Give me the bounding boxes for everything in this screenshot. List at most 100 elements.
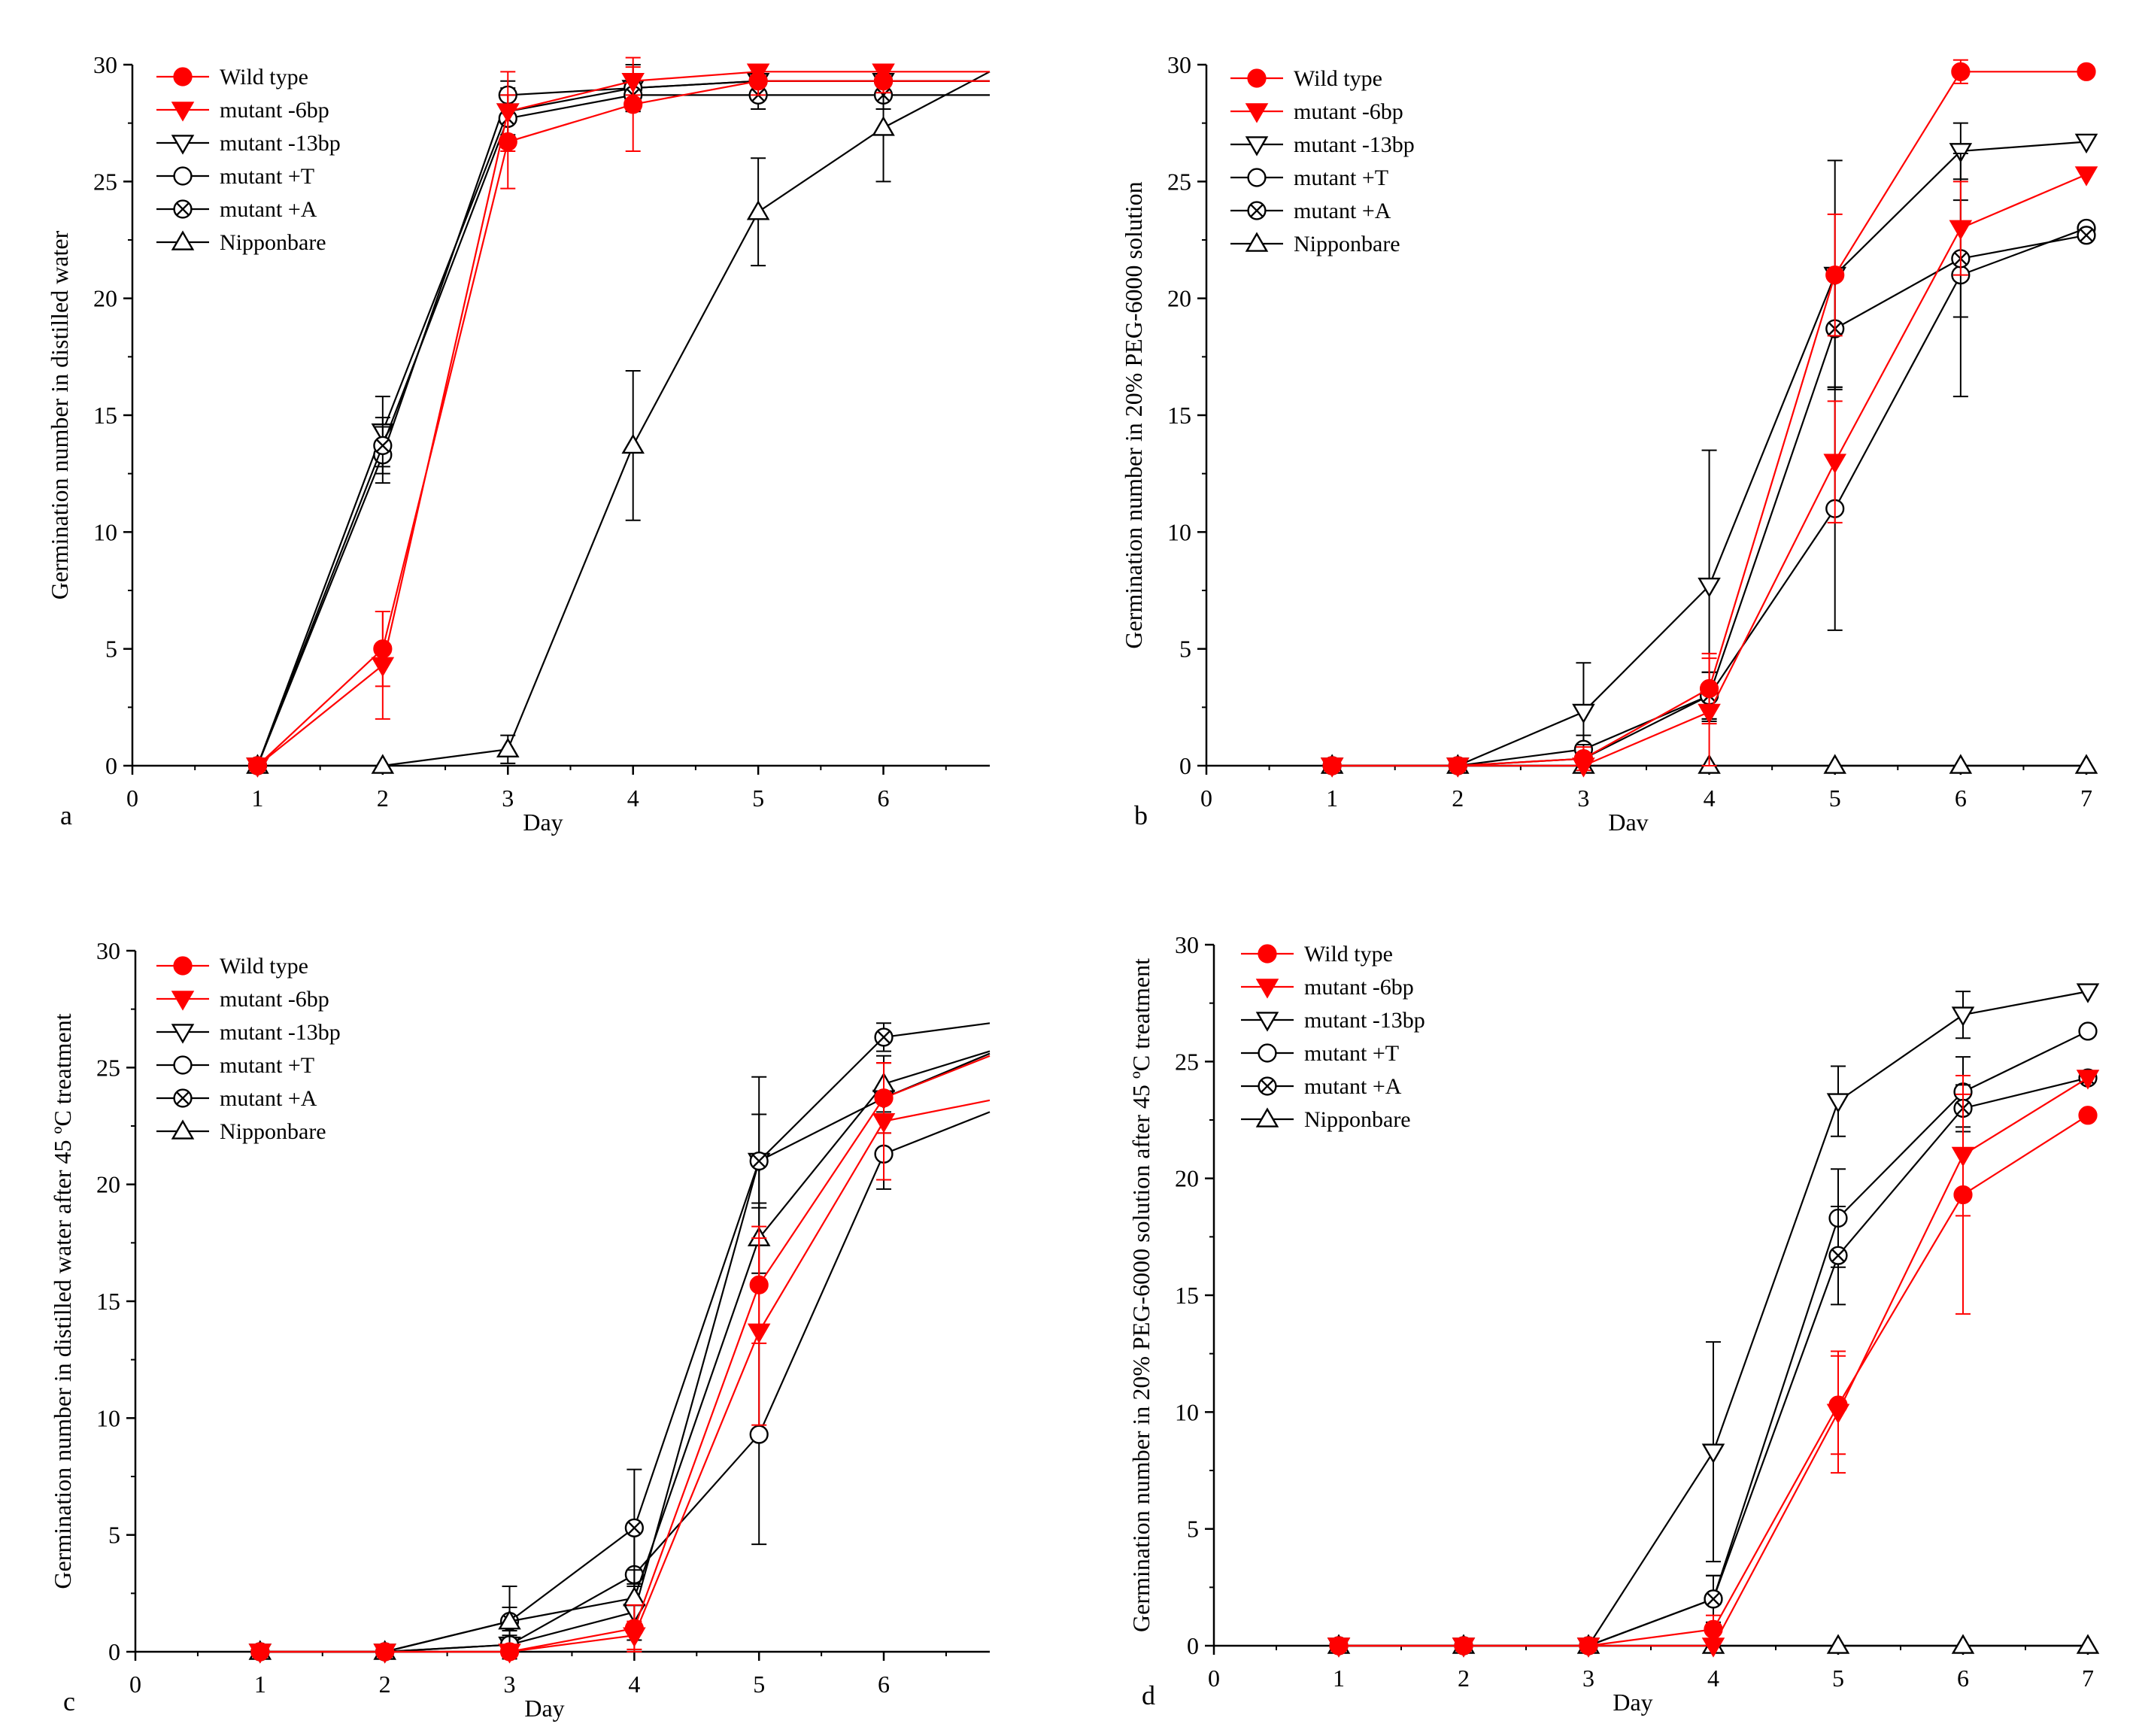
legend-marker	[1258, 944, 1277, 964]
legend-marker	[1247, 168, 1267, 187]
y-tick-label: 15	[1175, 1282, 1199, 1309]
x-tick-label: 7	[2082, 1665, 2094, 1692]
legend-marker-cross-b	[176, 202, 190, 216]
legend-label: mutant +A	[220, 197, 317, 222]
data-point-cross-b	[1707, 1592, 1720, 1606]
data-point	[621, 72, 645, 93]
x-axis-title: Day	[524, 1695, 564, 1722]
panel-letter: c	[63, 1686, 75, 1716]
legend-label: Nipponbare	[1294, 232, 1400, 256]
data-point	[371, 657, 395, 678]
data-point	[623, 1627, 646, 1647]
legend-label: mutant +T	[1304, 1041, 1399, 1066]
legend-marker	[1245, 136, 1269, 156]
y-tick-label: 15	[93, 402, 117, 429]
legend-item: mutant +T	[156, 164, 314, 189]
data-point	[1446, 757, 1470, 778]
data-point	[498, 1643, 521, 1664]
legend-label: mutant -6bp	[220, 98, 329, 123]
x-tick-label: 7	[2080, 785, 2092, 812]
legend-marker	[1245, 232, 1269, 252]
legend-marker	[173, 199, 193, 219]
y-tick-label: 10	[1167, 518, 1191, 545]
data-point	[1826, 1093, 1850, 1113]
series-wild-type	[247, 56, 990, 775]
data-point	[1949, 143, 1973, 163]
legend-label: mutant +T	[220, 164, 314, 189]
legend-item: mutant +T	[156, 1053, 314, 1078]
x-tick-label: 5	[753, 1671, 765, 1698]
x-axis-title: Day	[1613, 1689, 1652, 1716]
y-tick-label: 20	[1167, 285, 1191, 312]
y-tick-label: 5	[1187, 1516, 1199, 1543]
series-mutant-13bp	[1327, 983, 2100, 1658]
x-tick-label: 3	[1582, 1665, 1594, 1692]
legend-label: Nipponbare	[220, 230, 326, 255]
legend-marker	[171, 1119, 195, 1140]
x-tick-label: 6	[1957, 1665, 1969, 1692]
data-point	[373, 1643, 396, 1664]
legend-label: mutant -6bp	[1294, 99, 1403, 124]
panel-a: 0 5 10 15 20 25 30 0 1 2 3 4 5 6 Day Germination number…	[46, 51, 991, 836]
x-tick-label: 2	[1458, 1665, 1470, 1692]
data-point	[746, 200, 770, 220]
data-point	[371, 754, 395, 774]
legend-marker	[1247, 201, 1267, 220]
legend-marker	[173, 166, 193, 186]
panel-letter: d	[1142, 1680, 1155, 1710]
legend-label: Wild type	[220, 65, 308, 90]
legend-item: Nipponbare	[156, 230, 326, 255]
y-tick-label: 0	[1179, 752, 1191, 779]
x-tick-label: 3	[502, 785, 514, 812]
x-tick-label: 1	[254, 1671, 266, 1698]
data-point-cross-b	[1831, 1249, 1845, 1263]
data-point	[1951, 62, 1971, 81]
x-tick-label: 3	[504, 1671, 516, 1698]
data-point	[623, 1586, 646, 1607]
legend-item: Nipponbare	[1241, 1107, 1411, 1132]
series-mutant-6bp	[248, 1062, 991, 1664]
legend-marker	[171, 135, 195, 155]
legend-item: Wild type	[1241, 942, 1393, 967]
x-axis-title: Day	[523, 809, 563, 836]
x-axis-title: Dav	[1608, 809, 1648, 836]
series-line	[256, 94, 990, 766]
y-tick-label: 0	[108, 1638, 120, 1665]
x-tick-label: 1	[1326, 785, 1338, 812]
data-point	[2076, 1634, 2100, 1654]
y-tick-label: 20	[96, 1171, 120, 1198]
series-mutant-6bp	[246, 63, 990, 778]
data-point	[496, 103, 520, 123]
data-point	[2074, 133, 2098, 154]
legend-item: mutant +A	[156, 197, 317, 222]
y-tick-label: 5	[105, 636, 117, 663]
y-tick-label: 5	[1179, 636, 1191, 663]
legend-item: mutant +A	[1230, 199, 1391, 223]
legend-item: Wild type	[1230, 66, 1382, 91]
data-point	[2076, 1070, 2100, 1090]
y-tick-label: 15	[96, 1288, 120, 1315]
series-nipponbare	[246, 71, 991, 774]
data-point	[2078, 1021, 2098, 1041]
legend-label: Wild type	[1304, 942, 1393, 967]
data-point-cross-b	[375, 439, 390, 453]
legend: Wild type mutant -6bp mutant -13bp mutant +…	[1241, 942, 1425, 1132]
legend-marker	[173, 67, 193, 86]
legend-item: mutant +A	[1241, 1074, 1402, 1099]
legend-item: mutant -6bp	[1241, 975, 1414, 1000]
data-point	[1572, 703, 1595, 724]
legend-item: mutant +A	[156, 1086, 317, 1111]
data-point	[1320, 757, 1344, 778]
data-point	[2074, 754, 2098, 774]
data-point	[624, 1518, 644, 1537]
data-point	[1698, 577, 1721, 598]
legend-item: Nipponbare	[1230, 232, 1400, 256]
data-point	[872, 1112, 896, 1134]
legend-marker	[171, 102, 195, 122]
series-mutant-t	[250, 1111, 991, 1662]
data-point	[749, 1425, 769, 1444]
data-point	[1452, 1637, 1476, 1658]
panel-b: 0 5 10 15 20 25 30 0 1 2 3 4 5 6 7 Dav Germination numbe…	[1120, 51, 2098, 836]
legend-marker	[171, 991, 195, 1011]
legend: Wild type mutant -6bp mutant -13bp mutant +…	[1230, 66, 1415, 256]
